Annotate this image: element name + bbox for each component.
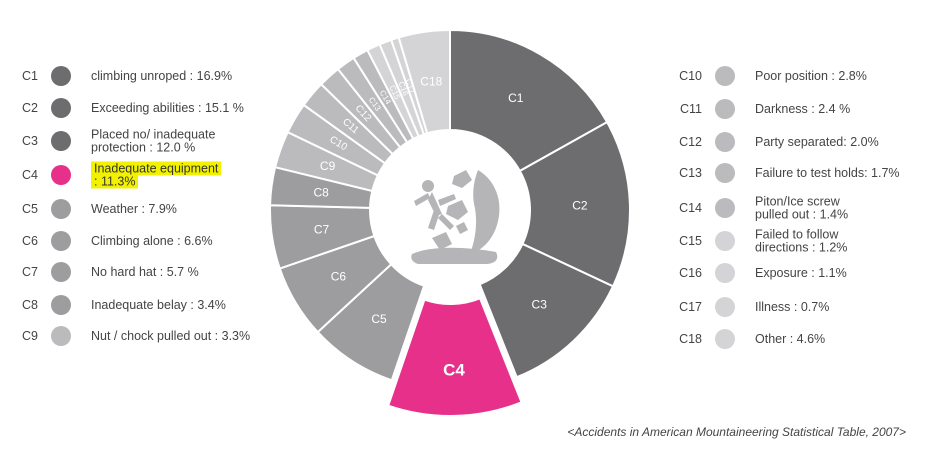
- legend-swatch: [51, 231, 71, 251]
- donut-slice-labels: C1C2C3C4C5C6C7C8C9C10C11C12C13C14C15C16C…: [313, 74, 587, 379]
- slice-label-c6: C6: [331, 270, 347, 284]
- legend-label: Failed to follow directions : 1.2%: [755, 227, 848, 254]
- legend-item-c14: C14 Piton/Ice screw pulled out : 1.4%: [660, 191, 927, 225]
- legend-label: Climbing alone : 6.6%: [91, 233, 213, 248]
- legend-code: C2: [22, 101, 38, 115]
- legend-item-c15: C15 Failed to follow directions : 1.2%: [660, 224, 927, 258]
- legend-swatch: [715, 329, 735, 349]
- legend-right: C10 Poor position : 2.8% C11 Darkness : 2.4…: [660, 0, 927, 465]
- legend-swatch: [51, 131, 71, 151]
- center-emblem: [394, 154, 506, 266]
- legend-code: C11: [679, 102, 702, 116]
- legend-label: Poor position : 2.8%: [755, 68, 867, 83]
- legend-item-c18: C18 Other : 4.6%: [660, 322, 927, 356]
- slice-c1: [449, 28, 609, 173]
- legend-code: C7: [22, 265, 38, 279]
- legend-swatch: [715, 263, 735, 283]
- legend-swatch: [51, 295, 71, 315]
- legend-code: C17: [679, 300, 702, 314]
- slice-c18: [397, 28, 451, 135]
- legend-label: Piton/Ice screw pulled out : 1.4%: [755, 194, 849, 221]
- legend-code: C3: [22, 134, 38, 148]
- legend-item-c12: C12 Party separated: 2.0%: [660, 125, 927, 159]
- legend-code: C1: [22, 69, 38, 83]
- falling-climber-icon: [411, 170, 500, 264]
- slice-label-c4: C4: [443, 360, 465, 379]
- legend-item-c13: C13 Failure to test holds: 1.7%: [660, 156, 927, 190]
- legend-label: Inadequate equipment: 11.3%: [91, 161, 296, 188]
- legend-item-c17: C17 Illness : 0.7%: [660, 290, 927, 324]
- legend-code: C5: [22, 202, 38, 216]
- legend-label: Exceeding abilities : 15.1 %: [91, 100, 244, 115]
- legend-swatch: [715, 163, 735, 183]
- legend-item-c10: C10 Poor position : 2.8%: [660, 59, 927, 93]
- legend-label: Inadequate belay : 3.4%: [91, 297, 226, 312]
- legend-left: C1 climbing unroped : 16.9% C2 Exceeding ab…: [0, 0, 300, 465]
- legend-item-c2: C2 Exceeding abilities : 15.1 %: [0, 91, 300, 125]
- legend-code: C15: [679, 234, 702, 248]
- legend-label: Illness : 0.7%: [755, 299, 830, 314]
- legend-label: Other : 4.6%: [755, 331, 826, 346]
- legend-label: Weather : 7.9%: [91, 201, 177, 216]
- slice-c3: [478, 242, 615, 379]
- donut-slices: [269, 28, 631, 417]
- legend-label: Party separated: 2.0%: [755, 134, 879, 149]
- legend-item-c3: C3 Placed no/ inadequate protection : 12.…: [0, 124, 300, 158]
- legend-item-c9: C9 Nut / chock pulled out : 3.3%: [0, 319, 300, 353]
- legend-swatch: [715, 66, 735, 86]
- legend-item-c8: C8 Inadequate belay : 3.4%: [0, 288, 300, 322]
- slice-c4: [386, 296, 523, 417]
- slice-label-c1: C1: [508, 91, 524, 105]
- legend-label: Darkness : 2.4 %: [755, 101, 851, 116]
- legend-code: C12: [679, 135, 702, 149]
- legend-item-c5: C5 Weather : 7.9%: [0, 192, 300, 226]
- slice-label-c17: C17: [404, 78, 417, 95]
- slice-label-c18: C18: [420, 74, 442, 88]
- legend-code: C14: [679, 201, 702, 215]
- legend-swatch: [715, 231, 735, 251]
- legend-code: C13: [679, 166, 702, 180]
- legend-swatch: [715, 132, 735, 152]
- legend-swatch: [51, 165, 71, 185]
- legend-swatch: [51, 199, 71, 219]
- slice-label-c9: C9: [320, 159, 336, 173]
- legend-swatch: [51, 66, 71, 86]
- slice-label-c7: C7: [314, 223, 330, 237]
- legend-item-c11: C11 Darkness : 2.4 %: [660, 92, 927, 126]
- legend-label: Exposure : 1.1%: [755, 265, 847, 280]
- legend-item-c1: C1 climbing unroped : 16.9%: [0, 59, 300, 93]
- legend-label: Placed no/ inadequate protection : 12.0 …: [91, 127, 216, 154]
- legend-swatch: [715, 198, 735, 218]
- legend-label: Failure to test holds: 1.7%: [755, 165, 900, 180]
- slice-label-c8: C8: [313, 186, 329, 200]
- legend-code: C4: [22, 168, 38, 182]
- legend-code: C16: [679, 266, 702, 280]
- legend-swatch: [51, 262, 71, 282]
- legend-item-c7: C7 No hard hat : 5.7 %: [0, 255, 300, 289]
- legend-item-c4: C4 Inadequate equipment: 11.3%: [0, 158, 300, 192]
- legend-code: C6: [22, 234, 38, 248]
- source-caption: <Accidents in American Mountaineering St…: [567, 425, 906, 439]
- slice-label-c3: C3: [532, 298, 548, 312]
- slice-label-c2: C2: [572, 198, 588, 212]
- legend-swatch: [51, 326, 71, 346]
- legend-swatch: [715, 297, 735, 317]
- legend-code: C9: [22, 329, 38, 343]
- legend-label: No hard hat : 5.7 %: [91, 264, 199, 279]
- legend-item-c6: C6 Climbing alone : 6.6%: [0, 224, 300, 258]
- legend-swatch: [51, 98, 71, 118]
- legend-item-c16: C16 Exposure : 1.1%: [660, 256, 927, 290]
- legend-code: C18: [679, 332, 702, 346]
- legend-code: C8: [22, 298, 38, 312]
- slice-label-c5: C5: [371, 312, 387, 326]
- legend-swatch: [715, 99, 735, 119]
- legend-code: C10: [679, 69, 702, 83]
- slice-c2: [518, 120, 631, 288]
- legend-label: Nut / chock pulled out : 3.3%: [91, 328, 251, 343]
- legend-label: climbing unroped : 16.9%: [91, 68, 233, 83]
